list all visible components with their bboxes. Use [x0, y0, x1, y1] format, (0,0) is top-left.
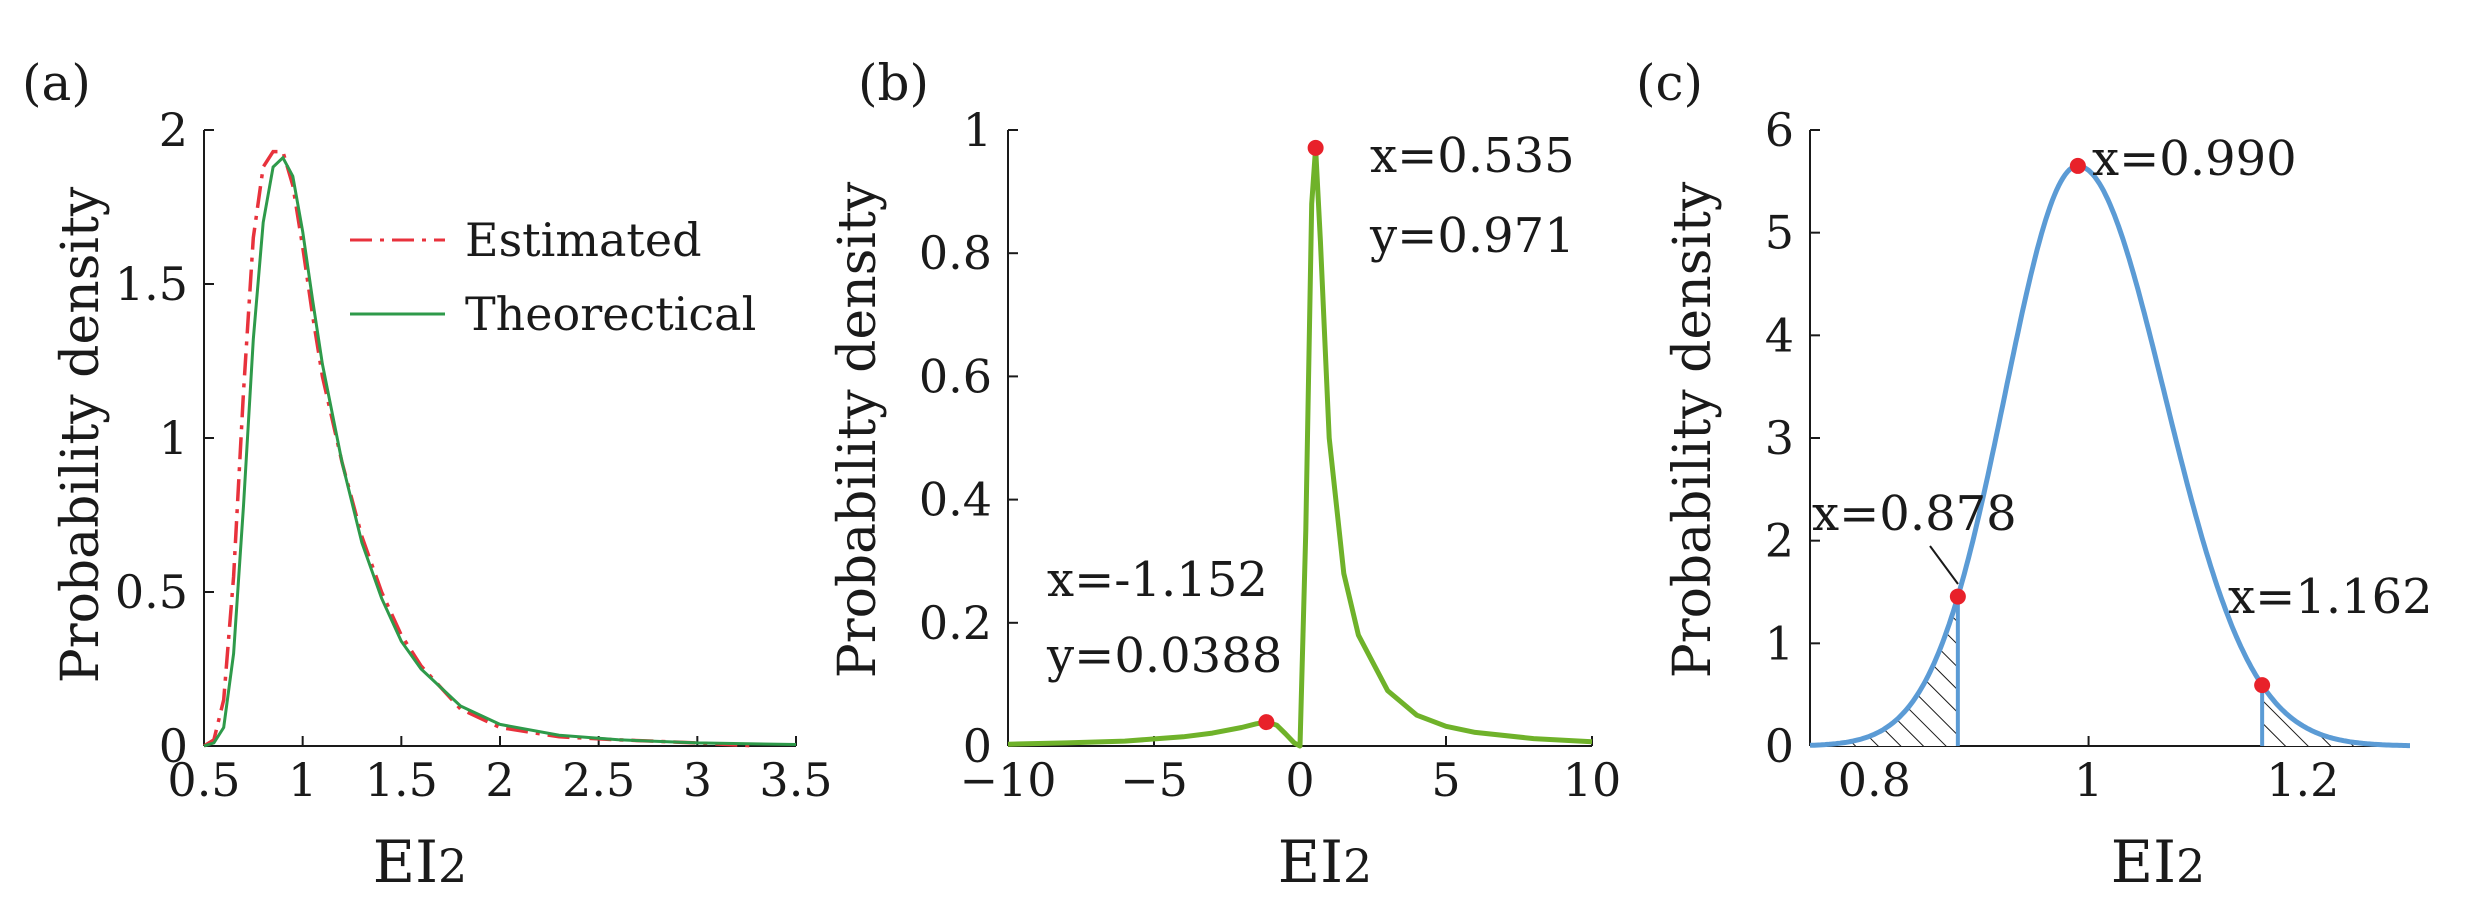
y-tick-label: 6	[1765, 103, 1794, 157]
density-curve	[1809, 163, 2410, 749]
panel-c-ticks: 0.8 1 1.2 0 1 2 3 4 5 6	[1765, 103, 2340, 807]
panel-a-label: (a)	[22, 54, 91, 112]
panel-c-annotations: x=0.990 x=0.878 x=1.162	[1812, 131, 2433, 625]
peak-point	[1307, 139, 1324, 156]
x-tick-label: 3	[683, 753, 712, 807]
x-tick-label: 0.5	[167, 753, 240, 807]
x-tick-label: 1	[2074, 753, 2103, 807]
right-tail-area	[2262, 685, 2410, 746]
y-tick-label: 2	[159, 103, 188, 157]
mode-label: x=0.990	[2092, 131, 2297, 187]
y-tick-label: 1	[159, 411, 188, 465]
y-tick-label: 0.8	[919, 226, 992, 280]
y-tick-label: 0	[1765, 719, 1794, 773]
panel-a-legend: Estimated Theorectical	[350, 213, 756, 341]
lower-bound-leader-line	[1929, 545, 1959, 585]
panel-c-x-label-sub: 2	[2176, 839, 2205, 893]
y-tick-label: 0.6	[919, 349, 992, 403]
panel-c-x-label-main: EI	[2111, 828, 2176, 896]
panel-a-x-label-sub: 2	[438, 839, 467, 893]
x-tick-label: 5	[1431, 753, 1460, 807]
x-tick-label: −5	[1120, 753, 1188, 807]
x-tick-label: 2	[485, 753, 514, 807]
panel-b: (b) Probability density EI2 −10 −5 0 5 10 0 0.…	[828, 54, 1621, 896]
y-tick-label: 4	[1765, 308, 1794, 362]
x-tick-label: 0.8	[1838, 753, 1911, 807]
local-max-y-label: y=0.0388	[1046, 628, 1282, 684]
peak-x-label: x=0.535	[1370, 128, 1575, 184]
panel-a-ticks: 0.5 1 1.5 2 2.5 3 3.500.511.52	[115, 103, 833, 807]
y-tick-label: 1	[1765, 616, 1794, 670]
y-tick-label: 2	[1765, 514, 1794, 568]
panel-a-series	[203, 149, 797, 748]
local-max-point	[1258, 714, 1275, 731]
x-tick-label: 10	[1563, 753, 1622, 807]
x-tick-label: 0	[1285, 753, 1314, 807]
panel-b-x-label-main: EI	[1278, 828, 1343, 896]
mode-point	[2069, 157, 2086, 174]
panel-b-label: (b)	[858, 54, 929, 112]
y-tick-label: 5	[1765, 206, 1794, 260]
legend-label-theorectical: Theorectical	[465, 287, 756, 341]
series-line-estimated	[203, 149, 757, 748]
peak-y-label: y=0.971	[1369, 208, 1575, 264]
panel-a-y-axis-label: Probability density	[51, 186, 111, 683]
legend-label-estimated: Estimated	[465, 213, 702, 267]
panel-b-x-axis-label: EI2	[1278, 828, 1373, 896]
y-tick-label: 0	[963, 719, 992, 773]
upper-bound-point	[2254, 677, 2271, 694]
left-tail-area	[1810, 596, 1958, 746]
panel-a: (a) Probability density EI2 0.5 1 1.5 2 2.5 3…	[22, 54, 833, 896]
y-tick-label: 0.5	[115, 565, 188, 619]
panel-a-x-label-main: EI	[373, 828, 438, 896]
x-tick-label: 1.5	[365, 753, 438, 807]
x-tick-label: 2.5	[562, 753, 635, 807]
y-tick-label: 0.2	[919, 596, 992, 650]
x-tick-label: 1	[288, 753, 317, 807]
density-line	[1007, 145, 1593, 749]
y-tick-label: 1	[963, 103, 992, 157]
y-tick-label: 3	[1765, 411, 1794, 465]
x-tick-label: 1.2	[2266, 753, 2339, 807]
panel-b-series	[1007, 139, 1593, 749]
local-max-x-label: x=-1.152	[1047, 552, 1268, 608]
lower-bound-label: x=0.878	[1812, 486, 2017, 542]
x-tick-label: −10	[959, 753, 1056, 807]
upper-bound-label: x=1.162	[2228, 569, 2433, 625]
series-line-theorectical	[203, 155, 797, 748]
panel-b-x-label-sub: 2	[1343, 839, 1372, 893]
panel-c-y-axis-label: Probability density	[1663, 181, 1723, 678]
y-tick-label: 0	[159, 719, 188, 773]
panel-b-annotations: x=0.535 y=0.971 x=-1.152 y=0.0388	[1046, 128, 1575, 684]
y-tick-label: 0.4	[919, 473, 992, 527]
panel-c: (c) Probability density EI2 0.8 1 1.201234…	[1636, 54, 2433, 896]
panel-c-label: (c)	[1636, 54, 1703, 112]
x-tick-label: 3.5	[759, 753, 832, 807]
lower-bound-point	[1949, 588, 1966, 605]
panel-b-y-axis-label: Probability density	[828, 181, 888, 678]
panel-b-ticks: −10 −5 0 5 10 0 0.2 0.4 0.6 0.8 1	[919, 103, 1621, 807]
panel-c-x-axis-label: EI2	[2111, 828, 2206, 896]
panel-c-series	[1809, 157, 2410, 749]
y-tick-label: 1.5	[115, 257, 188, 311]
panel-a-x-axis-label: EI2	[373, 828, 468, 896]
